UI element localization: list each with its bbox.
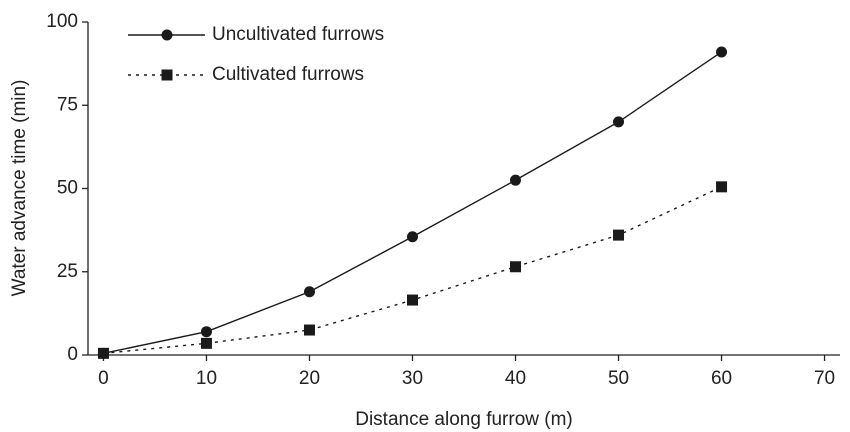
x-tick-label: 70 [814,368,835,389]
legend-label: Cultivated furrows [212,64,364,85]
marker [200,337,212,349]
marker [613,229,625,241]
legend-marker [161,29,173,41]
x-tick-label: 10 [196,368,217,389]
marker [200,326,212,338]
y-tick-label: 100 [46,11,78,32]
marker [510,174,522,186]
legend-marker [161,69,173,81]
y-tick-label: 25 [57,261,78,282]
y-tick-label: 0 [67,344,78,365]
legend-label: Uncultivated furrows [212,24,384,45]
series-line [103,186,722,355]
x-tick-label: 30 [402,368,423,389]
marker [406,294,418,306]
x-tick-label: 0 [98,368,109,389]
x-tick-label: 60 [711,368,732,389]
y-tick-label: 50 [57,178,78,199]
marker [716,46,728,58]
x-tick-label: 50 [608,368,629,389]
series-line [103,51,722,355]
marker [716,181,728,193]
marker [97,347,109,359]
x-tick-label: 20 [299,368,320,389]
y-axis-label: Water advance time (min) [9,80,30,297]
marker [303,286,315,298]
marker [613,116,625,128]
y-tick-label: 75 [57,94,78,115]
marker [406,231,418,243]
x-axis-label: Distance along furrow (m) [355,409,573,430]
x-tick-label: 40 [505,368,526,389]
marker [510,261,522,273]
marker [303,324,315,336]
